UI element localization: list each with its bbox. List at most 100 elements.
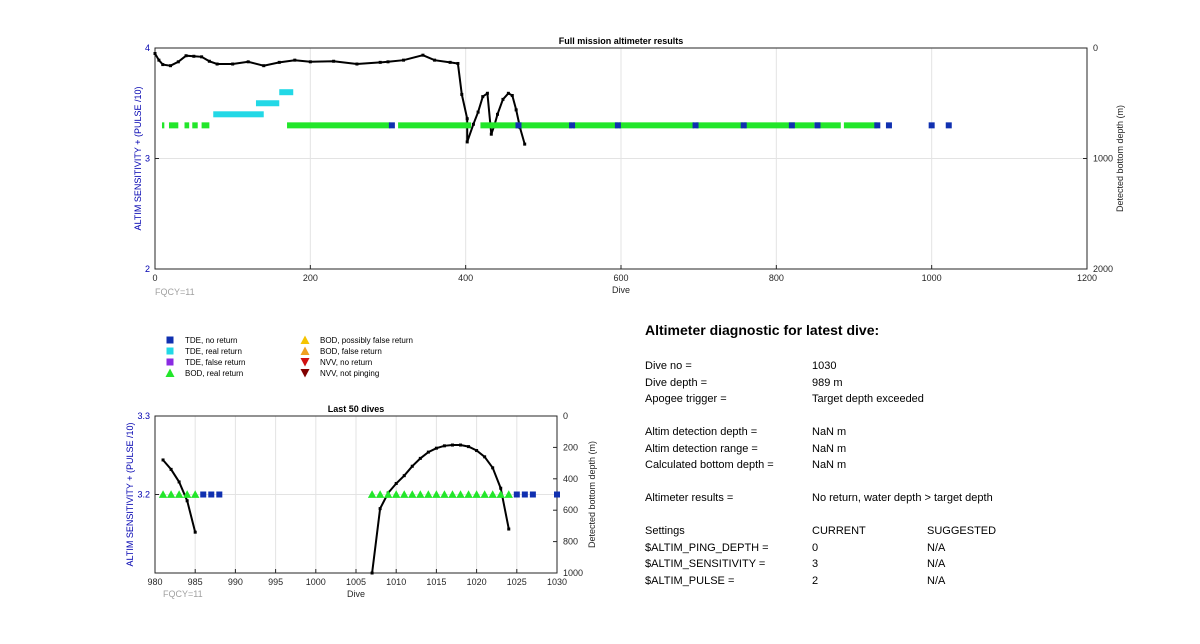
diagnostic-row: Altimeter results = No return, water dept… (645, 492, 1185, 509)
diagnostic-label: Dive depth = (645, 376, 708, 389)
bod-real-return-marker (174, 490, 184, 498)
last-50-dives-chart: 980 985 990 995 1000 1005 1010 1015 1020 1025 1030… (125, 404, 597, 599)
bod-real-return-band (743, 122, 815, 129)
bod-real-return-band (480, 122, 573, 129)
tde-no-return-marker (208, 491, 215, 498)
depth-marker (177, 480, 181, 484)
diagnostic-label: Apogee trigger = (645, 393, 727, 405)
depth-marker (394, 482, 398, 486)
depth-marker (231, 62, 235, 66)
legend-item: TDE, false return (155, 357, 245, 367)
tde-no-return-marker (216, 491, 223, 498)
diagnostic-label: Altim detection depth = (645, 426, 758, 438)
depth-marker (506, 91, 510, 95)
legend-label: TDE, false return (185, 357, 246, 367)
bod-real-return-marker (488, 490, 497, 498)
bod-real-return-marker (480, 490, 489, 498)
bod-real-return-marker (400, 490, 409, 498)
bod-real-return-marker (182, 490, 192, 498)
y-right-tick-label: 2000 (1093, 264, 1113, 274)
x-tick-label: 985 (188, 577, 203, 587)
diagnostic-spacer (645, 476, 1185, 493)
bod-real-return-marker (456, 490, 465, 498)
triangle-marker-icon (290, 357, 320, 367)
x-tick-label: 995 (268, 577, 283, 587)
bod-real-return-band (184, 122, 190, 129)
legend-item: NVV, not pinging (290, 368, 379, 378)
legend-label: NVV, not pinging (320, 368, 380, 378)
bod-real-return-marker (464, 490, 473, 498)
depth-marker (410, 464, 414, 468)
depth-marker (153, 52, 157, 56)
depth-marker (402, 474, 406, 478)
settings-row: $ALTIM_SENSITIVITY = 3 N/A (645, 558, 1185, 575)
y-right-tick-label: 1000 (563, 568, 583, 578)
legend: TDE, no return TDE, real return TDE, false… (155, 335, 485, 385)
bod-real-return-marker (432, 490, 441, 498)
depth-marker (192, 54, 196, 58)
depth-marker (499, 486, 503, 490)
depth-marker (496, 112, 500, 116)
diagnostic-row: Calculated bottom depth = NaN m (645, 459, 1185, 476)
y-left-tick-label: 3.3 (137, 411, 150, 421)
settings-row: $ALTIM_PING_DEPTH = 0 N/A (645, 542, 1185, 559)
chart-title: Full mission altimeter results (559, 36, 684, 46)
settings-current-value: 2 (812, 574, 819, 587)
depth-marker (450, 443, 454, 447)
depth-marker (378, 507, 382, 511)
square-marker-icon (155, 335, 185, 345)
depth-marker (510, 94, 514, 98)
bod-real-return-band (398, 122, 472, 129)
depth-marker (507, 527, 511, 531)
bod-real-return-marker (375, 490, 385, 498)
diagnostic-label: Dive no = (645, 360, 692, 372)
depth-marker (483, 455, 487, 459)
diagnostic-spacer (645, 509, 1185, 526)
x-tick-label: 1010 (386, 577, 406, 587)
legend-item: TDE, real return (155, 346, 242, 356)
settings-suggested-value: N/A (927, 558, 946, 570)
tde-no-return-marker (814, 122, 821, 129)
depth-marker (481, 95, 485, 99)
depth-marker (523, 142, 527, 146)
bod-real-return-marker (496, 490, 505, 498)
diagnostic-row: Apogee trigger = Target depth exceeded (645, 393, 1185, 410)
x-tick-label: 1000 (922, 273, 942, 283)
legend-label: BOD, real return (185, 368, 244, 378)
tde-no-return-marker (740, 122, 747, 129)
depth-marker (459, 443, 463, 447)
settings-suggested-value: N/A (927, 574, 946, 587)
tde-real-return-band (213, 111, 264, 118)
legend-item: BOD, false return (290, 346, 382, 356)
tde-no-return-marker (569, 122, 576, 129)
x-tick-label: 1000 (306, 577, 326, 587)
tde-no-return-marker (200, 491, 207, 498)
y-right-tick-label: 800 (563, 537, 578, 547)
y-right-tick-label: 600 (563, 505, 578, 515)
depth-marker (169, 467, 173, 471)
tde-no-return-marker (529, 491, 536, 498)
bod-real-return-band (843, 122, 878, 129)
triangle-marker-icon (290, 335, 320, 345)
settings-suggested-value: N/A (927, 541, 946, 554)
x-tick-label: 1005 (346, 577, 366, 587)
y-left-tick-label: 4 (145, 43, 150, 53)
bod-real-return-marker (448, 490, 457, 498)
tde-no-return-marker (945, 122, 952, 129)
depth-marker (485, 91, 489, 95)
settings-current-value: 3 (812, 558, 819, 570)
tde-no-return-marker (692, 122, 699, 129)
legend-item: BOD, possibly false return (290, 335, 413, 345)
diagnostic-label: Altimeter results = (645, 492, 734, 504)
depth-marker (332, 59, 336, 63)
x-tick-label: 400 (458, 273, 473, 283)
bod-real-return-marker (424, 490, 433, 498)
bod-real-return-band (161, 122, 165, 129)
y-left-tick-label: 3 (145, 154, 150, 164)
depth-marker (293, 58, 297, 62)
depth-marker (378, 60, 382, 64)
depth-marker (184, 54, 188, 58)
settings-label: $ALTIM_SENSITIVITY = (645, 558, 766, 570)
diagnostic-label: Altim detection range = (645, 442, 758, 455)
y-right-axis-label: Detected bottom depth (m) (587, 441, 597, 548)
